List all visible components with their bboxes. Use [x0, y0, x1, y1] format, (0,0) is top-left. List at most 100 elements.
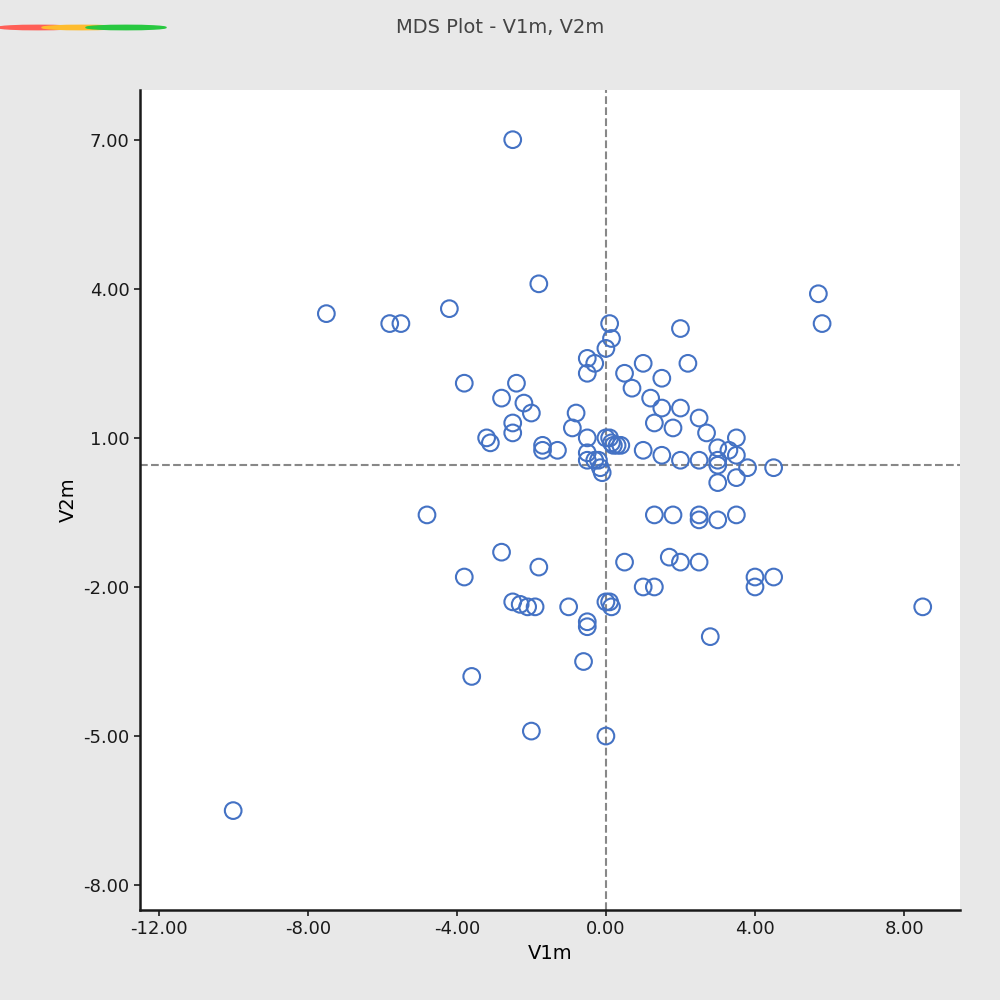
Point: [672, 400, 688, 416]
Point: [646, 415, 662, 431]
Point: [617, 365, 633, 381]
Point: [728, 507, 744, 523]
Point: [740, 460, 756, 476]
Point: [635, 355, 651, 371]
Point: [579, 445, 595, 461]
Point: [691, 512, 707, 528]
Point: [710, 475, 726, 491]
Point: [419, 507, 435, 523]
Point: [654, 447, 670, 463]
X-axis label: V1m: V1m: [528, 944, 572, 963]
Point: [579, 614, 595, 630]
Point: [728, 447, 744, 463]
Point: [672, 452, 688, 468]
Point: [494, 544, 510, 560]
Point: [382, 316, 398, 332]
Point: [646, 579, 662, 595]
Point: [523, 405, 539, 421]
Point: [915, 599, 931, 615]
Point: [579, 365, 595, 381]
Point: [691, 507, 707, 523]
Point: [747, 579, 763, 595]
Point: [604, 330, 620, 346]
Point: [602, 430, 618, 446]
Circle shape: [42, 25, 122, 30]
Point: [691, 452, 707, 468]
Point: [587, 355, 603, 371]
Point: [702, 629, 718, 645]
Point: [579, 430, 595, 446]
Point: [661, 549, 677, 565]
Point: [604, 599, 620, 615]
Point: [643, 390, 659, 406]
Point: [482, 435, 498, 451]
Point: [516, 395, 532, 411]
Point: [505, 132, 521, 148]
Point: [605, 437, 621, 453]
Point: [602, 316, 618, 332]
Point: [561, 599, 577, 615]
Point: [602, 594, 618, 610]
Point: [225, 803, 241, 819]
Point: [520, 599, 536, 615]
Point: [691, 410, 707, 426]
Point: [508, 375, 524, 391]
Point: [505, 425, 521, 441]
Point: [549, 442, 565, 458]
Point: [456, 569, 472, 585]
Point: [710, 452, 726, 468]
Point: [531, 559, 547, 575]
Point: [747, 569, 763, 585]
Point: [505, 594, 521, 610]
Point: [672, 321, 688, 337]
Point: [494, 390, 510, 406]
Point: [579, 350, 595, 366]
Point: [766, 460, 782, 476]
Point: [598, 430, 614, 446]
Point: [635, 579, 651, 595]
Circle shape: [86, 25, 166, 30]
Point: [613, 437, 629, 453]
Point: [609, 437, 625, 453]
Point: [672, 554, 688, 570]
Point: [691, 554, 707, 570]
Point: [579, 452, 595, 468]
Point: [710, 440, 726, 456]
Point: [568, 405, 584, 421]
Point: [699, 425, 715, 441]
Circle shape: [0, 25, 78, 30]
Point: [393, 316, 409, 332]
Point: [680, 355, 696, 371]
Point: [564, 420, 580, 436]
Point: [594, 465, 610, 481]
Point: [710, 512, 726, 528]
Point: [728, 430, 744, 446]
Point: [646, 507, 662, 523]
Point: [665, 507, 681, 523]
Point: [721, 442, 737, 458]
Point: [598, 594, 614, 610]
Point: [576, 654, 592, 670]
Point: [579, 619, 595, 635]
Point: [814, 316, 830, 332]
Point: [523, 723, 539, 739]
Point: [654, 400, 670, 416]
Point: [710, 457, 726, 473]
Point: [318, 306, 334, 322]
Point: [766, 569, 782, 585]
Point: [617, 554, 633, 570]
Point: [527, 599, 543, 615]
Point: [456, 375, 472, 391]
Point: [624, 380, 640, 396]
Point: [479, 430, 495, 446]
Point: [441, 301, 457, 317]
Point: [590, 452, 606, 468]
Point: [505, 415, 521, 431]
Point: [654, 370, 670, 386]
Point: [598, 340, 614, 356]
Point: [665, 420, 681, 436]
Point: [512, 596, 528, 612]
Point: [604, 435, 620, 451]
Point: [464, 668, 480, 684]
Point: [531, 276, 547, 292]
